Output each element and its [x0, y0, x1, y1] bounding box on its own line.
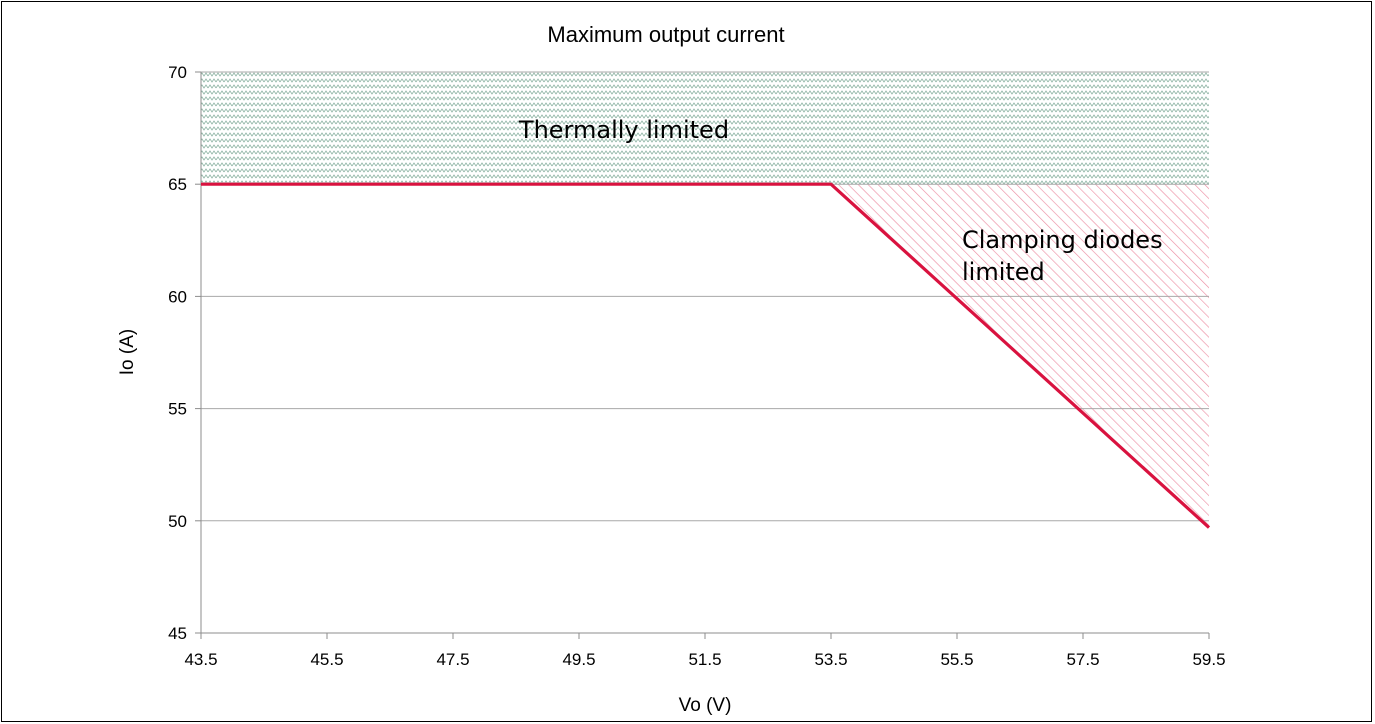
- x-tick-label: 59.5: [1192, 650, 1225, 669]
- x-tick-label: 55.5: [940, 650, 973, 669]
- x-tick-label: 53.5: [814, 650, 847, 669]
- clamping-region-label-line1: Clamping diodes: [962, 226, 1163, 254]
- x-tick-label: 47.5: [436, 650, 469, 669]
- y-tick-label: 55: [168, 400, 187, 419]
- x-tick-label: 43.5: [184, 650, 217, 669]
- x-tick-label: 49.5: [562, 650, 595, 669]
- chart-title: Maximum output current: [547, 22, 784, 47]
- y-tick-label: 45: [168, 624, 187, 643]
- clamping-region-label-line2: limited: [962, 258, 1045, 286]
- y-axis-label: Io (A): [117, 329, 138, 375]
- x-tick-label: 51.5: [688, 650, 721, 669]
- series-layer: [200, 182, 1211, 529]
- y-tick-label: 65: [168, 175, 187, 194]
- y-tick-label: 70: [168, 63, 187, 82]
- thermally-limited-region: [201, 72, 1209, 185]
- axes: 45 50 55 60 65 70 43.5 45.5 47.5 49.5 51.5 53.5 55.5…: [168, 63, 1225, 669]
- thermal-region-label: Thermally limited: [518, 116, 729, 144]
- x-tick-label: 57.5: [1066, 650, 1099, 669]
- gridlines: [201, 71, 1209, 522]
- y-tick-label: 60: [168, 287, 187, 306]
- x-axis-label: Vo (V): [679, 695, 732, 716]
- y-tick-label: 50: [168, 512, 187, 531]
- x-tick-label: 45.5: [310, 650, 343, 669]
